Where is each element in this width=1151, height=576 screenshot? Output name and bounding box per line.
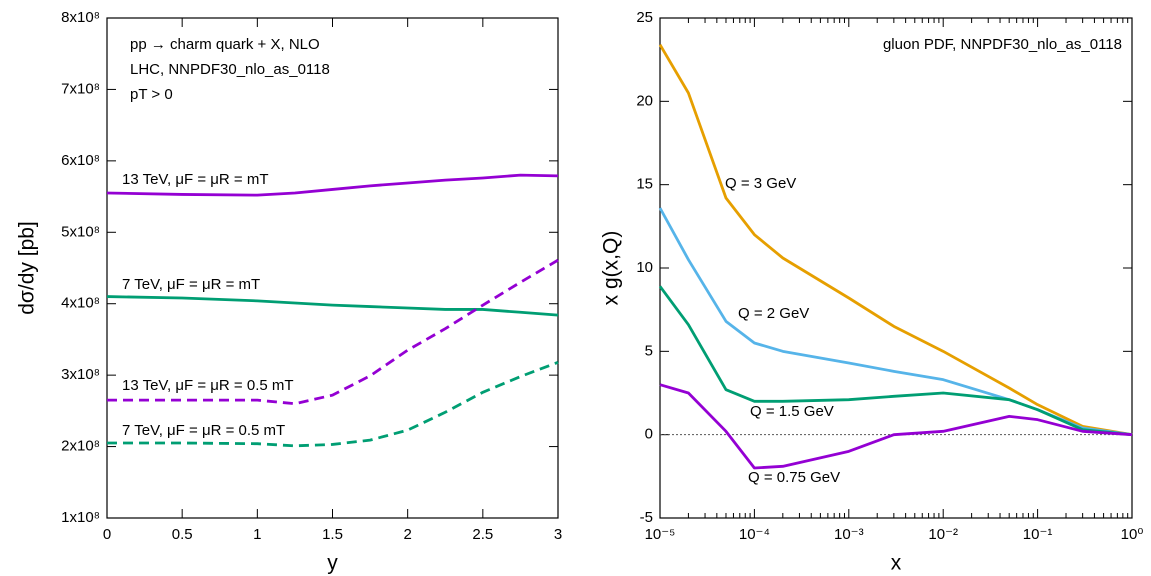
series-label: 13 TeV, μF = μR = 0.5 mT: [122, 377, 294, 394]
x-tick-label: 10⁻⁵: [645, 526, 676, 543]
y-tick-label: 5: [645, 342, 653, 359]
series-label: Q = 2 GeV: [738, 305, 809, 322]
series-line: [658, 285, 1133, 437]
y-tick-label: 0: [645, 426, 653, 443]
y-tick-label: 25: [636, 9, 653, 26]
y-axis-label: x g(x,Q): [600, 231, 623, 306]
plot-frame: [659, 17, 1133, 519]
series-line: [658, 43, 1133, 437]
annotation: pp → charm quark + X, NLO: [130, 36, 320, 53]
x-axis-label: x: [891, 552, 902, 575]
y-tick-label: 15: [636, 176, 653, 193]
x-axis-label: y: [327, 552, 338, 575]
series-line: [106, 173, 559, 197]
series-label: Q = 3 GeV: [725, 175, 796, 192]
x-tick-label: 2: [403, 526, 411, 543]
series-line: [658, 207, 1133, 437]
y-tick-label: 6x10⁸: [61, 152, 100, 169]
x-tick-label: 2.5: [472, 526, 493, 543]
y-tick-label: 5x10⁸: [61, 223, 100, 240]
series-line: [106, 295, 559, 317]
x-tick-label: 0.5: [172, 526, 193, 543]
x-tick-label: 1.5: [322, 526, 343, 543]
series-label: 13 TeV, μF = μR = mT: [122, 171, 269, 188]
series-label: Q = 0.75 GeV: [748, 469, 840, 486]
annotation: LHC, NNPDF30_nlo_as_0118: [130, 61, 330, 78]
y-tick-label: 20: [636, 92, 653, 109]
series-label: 7 TeV, μF = μR = mT: [122, 276, 260, 293]
x-tick-label: 3: [554, 526, 562, 543]
series-line: [107, 360, 559, 448]
y-tick-label: 8x10⁸: [61, 9, 100, 26]
x-tick-label: 10⁻⁴: [739, 526, 770, 543]
y-tick-label: 7x10⁸: [61, 80, 100, 97]
y-tick-label: 4x10⁸: [61, 295, 100, 312]
annotation: pT > 0: [130, 86, 173, 103]
series-label: Q = 1.5 GeV: [750, 403, 834, 420]
x-tick-label: 0: [103, 526, 111, 543]
x-tick-label: 10⁻²: [928, 526, 958, 543]
x-tick-label: 10⁻¹: [1023, 526, 1053, 543]
y-tick-label: 1x10⁸: [61, 509, 100, 526]
y-tick-label: -5: [640, 509, 653, 526]
x-tick-label: 10⁰: [1121, 526, 1144, 543]
x-tick-label: 1: [253, 526, 261, 543]
series-label: 7 TeV, μF = μR = 0.5 mT: [122, 422, 285, 439]
y-tick-label: 3x10⁸: [61, 366, 100, 383]
series-line: [107, 258, 559, 406]
annotation: gluon PDF, NNPDF30_nlo_as_0118: [883, 36, 1122, 53]
y-tick-label: 10: [636, 259, 653, 276]
series-line: [659, 383, 1133, 470]
y-tick-label: 2x10⁸: [61, 438, 100, 455]
x-tick-label: 10⁻³: [834, 526, 864, 543]
y-axis-label: dσ/dy [pb]: [16, 221, 39, 315]
